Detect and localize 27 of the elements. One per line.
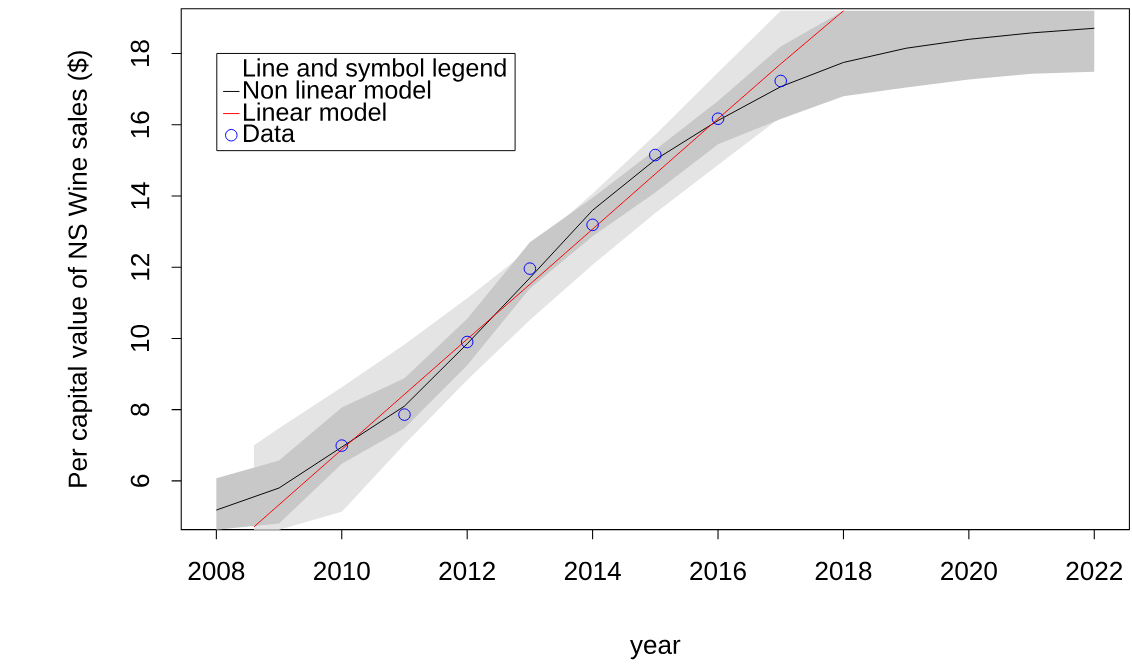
x-axis-title: year <box>629 639 681 660</box>
x-tick-label: 2022 <box>1066 561 1122 581</box>
point <box>774 74 788 88</box>
y-axis-title: Per capital value of NS Wine sales ($) <box>67 51 93 487</box>
y-tick-label: 8 <box>130 403 150 416</box>
point <box>586 218 599 232</box>
x-tick-label: 2020 <box>941 561 997 581</box>
y-tick-label: 16 <box>130 111 150 138</box>
point <box>523 262 537 276</box>
point <box>649 148 662 162</box>
y-tick-label: 12 <box>130 254 150 280</box>
x-tick-label: 2008 <box>188 561 245 581</box>
y-tick-label: 18 <box>130 40 150 67</box>
y-tick-label: 10 <box>130 325 150 352</box>
x-tick-label: 2014 <box>564 561 621 581</box>
legend-label: Data <box>244 124 295 143</box>
x-tick-label: 2018 <box>815 561 872 581</box>
legend-label: Linear model <box>244 102 386 122</box>
y-tick-label: 6 <box>130 474 150 487</box>
y-tick-label: 14 <box>131 182 150 209</box>
point <box>711 112 725 126</box>
point <box>460 335 474 349</box>
point <box>398 408 411 421</box>
x-tick-label: 2012 <box>439 561 495 581</box>
x-tick-label: 2010 <box>314 561 370 581</box>
point <box>335 439 349 452</box>
x-tick-label: 2016 <box>690 561 746 581</box>
